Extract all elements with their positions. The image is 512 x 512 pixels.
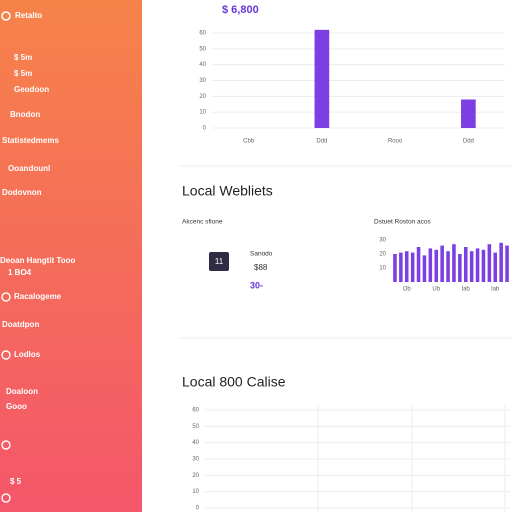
brand-icon: [1, 11, 11, 21]
x-tick-label: lab: [462, 287, 471, 293]
y-tick-label: 30: [199, 78, 206, 84]
x-tick-label: Ub: [432, 287, 440, 293]
sidebar-item[interactable]: $ 5: [10, 477, 22, 486]
bar: [481, 249, 486, 282]
sidebar-item[interactable]: Gooo: [6, 402, 27, 411]
bar: [475, 248, 480, 282]
y-tick-label: 50: [199, 46, 206, 52]
header-amount: $ 6,800: [222, 4, 259, 16]
nav-icon: [1, 292, 11, 302]
bar: [446, 251, 450, 282]
y-tick-label: 40: [199, 62, 206, 68]
y-tick-label: 30: [379, 238, 386, 244]
y-tick-label: 60: [199, 31, 206, 37]
bar: [469, 251, 474, 282]
bar: [487, 244, 492, 282]
y-tick-label: 60: [192, 408, 199, 414]
y-tick-label: 40: [192, 440, 199, 446]
y-tick-label: 20: [379, 252, 386, 258]
y-tick-label: 0: [203, 126, 207, 132]
bar: [452, 244, 456, 282]
sidebar-item[interactable]: Doatdpon: [2, 320, 39, 329]
bar: [463, 247, 468, 282]
bar: [434, 249, 439, 282]
x-tick-label: Ob: [403, 287, 412, 293]
nav-icon: [1, 493, 11, 503]
nav-icon: [1, 350, 11, 360]
sidebar-item[interactable]: Racalogeme: [14, 292, 62, 301]
y-tick-label: 10: [379, 266, 386, 272]
bar: [440, 245, 444, 282]
mini-chart-title: Dstuet Roston acos: [374, 219, 431, 226]
sidebar-item[interactable]: Deoan Hangtit Tooo: [0, 256, 76, 265]
sidebar-item[interactable]: Bnodon: [10, 110, 40, 119]
stat-badge-box: [209, 252, 229, 271]
nav-icon: [1, 440, 11, 450]
bar: [499, 242, 503, 282]
y-tick-label: 10: [199, 110, 206, 116]
y-tick-label: 0: [196, 506, 200, 512]
sidebar-item[interactable]: Geodoon: [14, 85, 49, 94]
bar: [404, 251, 409, 282]
section-title: Local Webliets: [182, 183, 273, 199]
bar: [314, 29, 330, 128]
bar: [399, 252, 403, 282]
x-tick-label: Ddd: [316, 139, 327, 145]
sidebar: [0, 0, 142, 512]
x-tick-label: Rooo: [388, 139, 403, 145]
brand[interactable]: Retalto: [15, 11, 42, 20]
y-tick-label: 20: [192, 473, 199, 479]
bar: [458, 254, 462, 282]
stat-badge: 11: [215, 257, 224, 266]
sidebar-item[interactable]: $ 5m: [14, 53, 32, 62]
sidebar-item[interactable]: Ooandounl: [8, 164, 50, 173]
bar: [416, 247, 421, 282]
y-tick-label: 20: [199, 94, 206, 100]
sidebar-item[interactable]: Dodovnon: [2, 188, 42, 197]
y-tick-label: 30: [192, 457, 199, 463]
stat-name: Sanodo: [250, 251, 273, 258]
bar: [428, 248, 433, 282]
bar: [410, 252, 415, 282]
sidebar-item[interactable]: Doaloon: [6, 387, 38, 396]
x-tick-label: Ddd: [463, 139, 474, 145]
sidebar-item[interactable]: Statistedmems: [2, 136, 59, 145]
y-tick-label: 50: [192, 424, 199, 430]
section-title: Local 800 Calise: [182, 374, 286, 390]
stat-change: 30-: [250, 280, 263, 290]
stat-value: $88: [254, 263, 268, 272]
bar: [461, 99, 476, 128]
stat-label: Akcenc sfione: [182, 219, 223, 226]
x-tick-label: Cbb: [243, 139, 255, 145]
y-tick-label: 10: [192, 489, 199, 495]
bar: [393, 254, 397, 282]
bar: [422, 255, 427, 282]
bar: [493, 252, 498, 282]
sidebar-item[interactable]: 1 BO4: [8, 268, 32, 277]
sidebar-item[interactable]: $ 5m: [14, 69, 32, 78]
x-tick-label: lab: [491, 287, 500, 293]
bar: [505, 245, 509, 282]
sidebar-item[interactable]: Lodlos: [14, 350, 41, 359]
